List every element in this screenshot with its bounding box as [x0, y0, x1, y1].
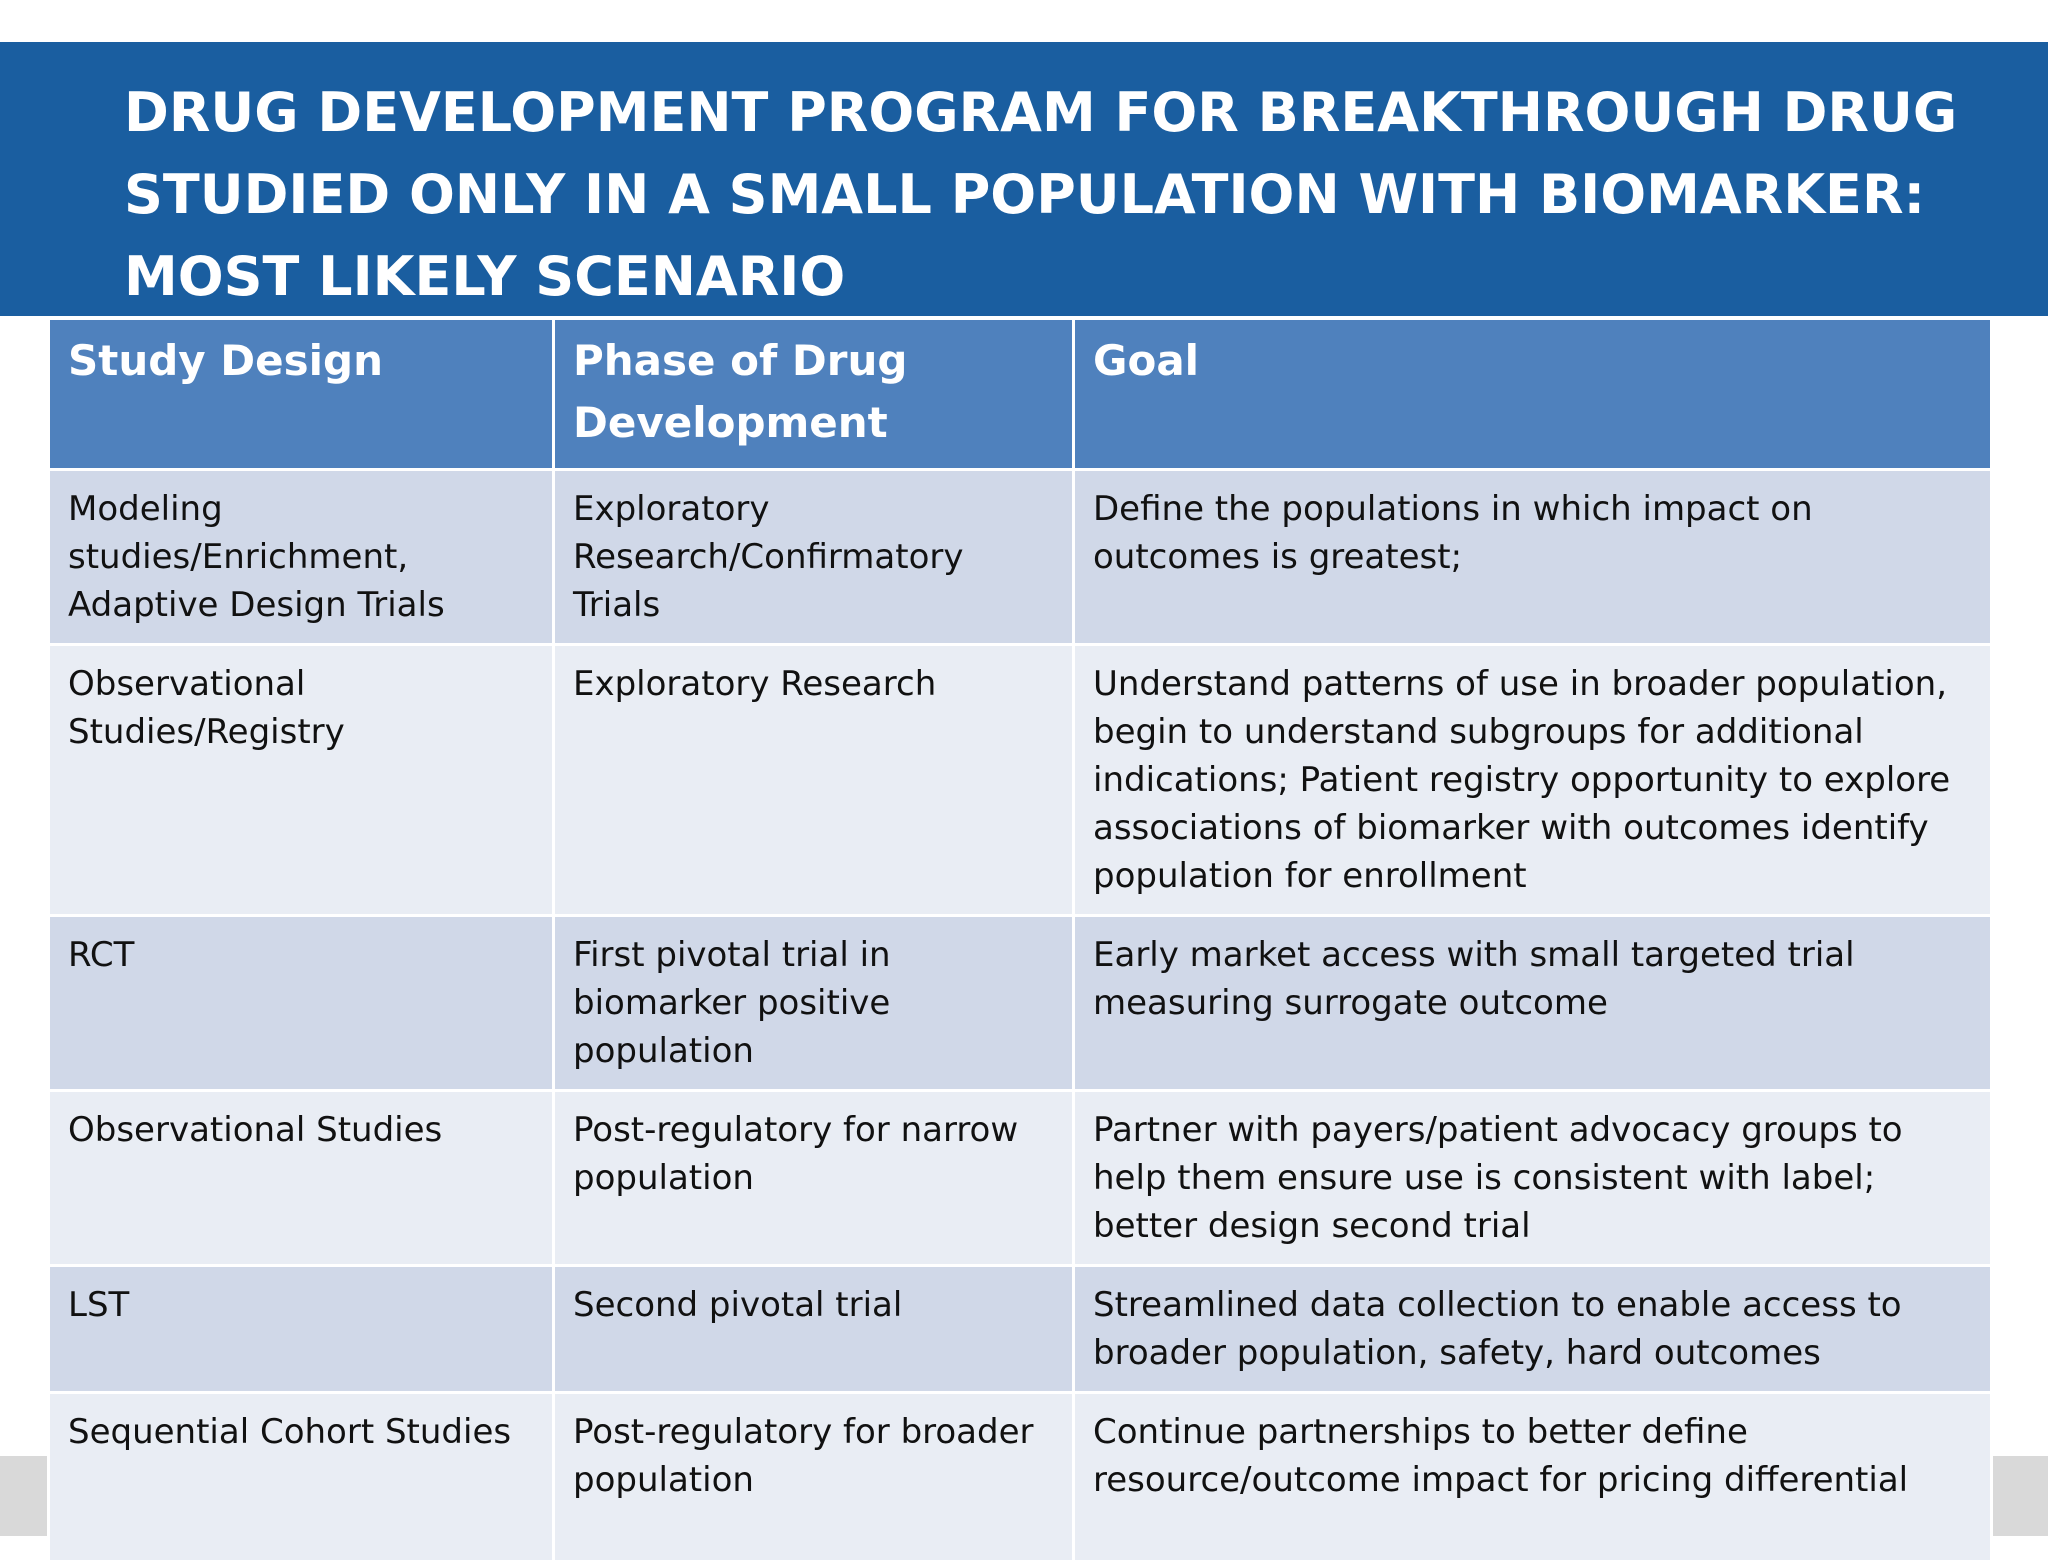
table-row: Observational Studies Post-regulatory for…: [47, 1089, 1993, 1267]
title-line: MOST LIKELY SCENARIO: [124, 245, 846, 308]
table-cell: LST: [47, 1264, 555, 1394]
header-row: Study Design Phase of Drug Development Goa…: [47, 317, 1993, 471]
table-cell: Second pivotal trial: [552, 1264, 1075, 1394]
table-cell: Early market access with small targeted …: [1072, 914, 1993, 1092]
title-banner: DRUG DEVELOPMENT PROGRAM FOR BREAKTHROUG…: [0, 42, 2048, 316]
table-row: Modeling studies/Enrichment, Adaptive De…: [47, 468, 1993, 646]
table-cell: Partner with payers/patient advocacy gro…: [1072, 1089, 1993, 1267]
header-cell: Phase of Drug Development: [552, 317, 1075, 471]
table-cell: Streamlined data collection to enable ac…: [1072, 1264, 1993, 1394]
table-row: Observational Studies/Registry Explorator…: [47, 643, 1993, 917]
table-cell: Define the populations in which impact o…: [1072, 468, 1993, 646]
table-cell: Post-regulatory for broader population: [552, 1391, 1075, 1563]
table-cell: Continue partnerships to better define r…: [1072, 1391, 1993, 1563]
table-cell: Observational Studies/Registry: [47, 643, 555, 917]
title-line: STUDIED ONLY IN A SMALL POPULATION WITH …: [124, 163, 1926, 226]
table-cell: Exploratory Research/Confirmatory Trials: [552, 468, 1075, 646]
table-row: RCT First pivotal trial in biomarker posi…: [47, 914, 1993, 1092]
table: Study Design Phase of Drug Development Goa…: [47, 317, 1993, 1563]
title-line: DRUG DEVELOPMENT PROGRAM FOR BREAKTHROUG…: [124, 81, 1958, 144]
table-cell: Sequential Cohort Studies: [47, 1391, 555, 1563]
table-cell: First pivotal trial in biomarker positiv…: [552, 914, 1075, 1092]
header-cell: Goal: [1072, 317, 1993, 471]
table-cell: RCT: [47, 914, 555, 1092]
table-row: LST Second pivotal trial Streamlined data …: [47, 1264, 1993, 1394]
table-cell: Understand patterns of use in broader po…: [1072, 643, 1993, 917]
table-cell: Post-regulatory for narrow population: [552, 1089, 1075, 1267]
table-cell: Exploratory Research: [552, 643, 1075, 917]
header-cell: Study Design: [47, 317, 555, 471]
table-cell: Observational Studies: [47, 1089, 555, 1267]
table-cell: Modeling studies/Enrichment, Adaptive De…: [47, 468, 555, 646]
table-row: Sequential Cohort Studies Post-regulatory…: [47, 1391, 1993, 1563]
